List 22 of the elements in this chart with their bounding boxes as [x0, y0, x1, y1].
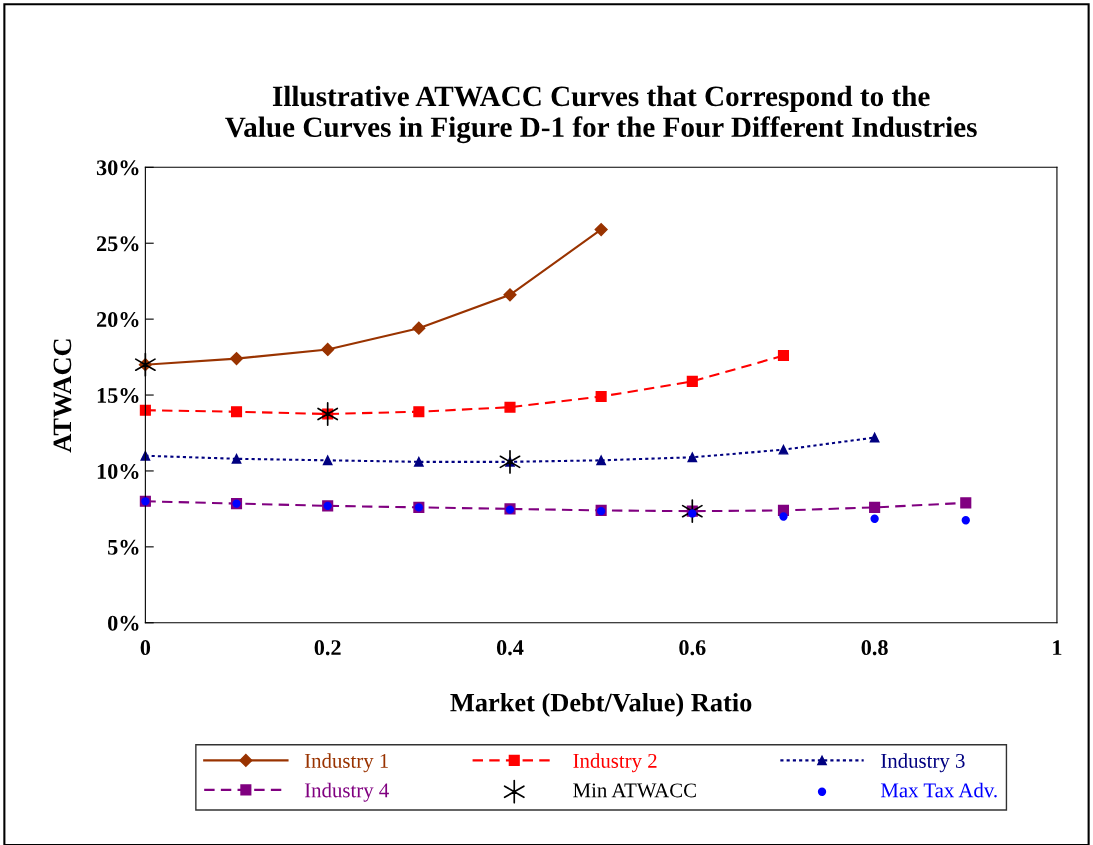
legend-label: Industry 4 [304, 782, 389, 802]
text: Max Tax Adv. [880, 782, 997, 798]
legend-label: Industry 1 [304, 753, 388, 773]
y-axis-title: ATWACC [53, 339, 72, 453]
y-tick-label: 10% [97, 463, 139, 479]
y-tick-label: 15% [97, 387, 139, 404]
legend-label: Industry 3 [881, 753, 965, 773]
y-tick-label: 30% [96, 160, 139, 176]
legend-label: Min ATWACC [573, 783, 696, 798]
x-tick-label: 0.4 [496, 640, 524, 656]
y-tick-label: 5% [108, 539, 139, 555]
chart-title: Illustrative ATWACC Curves that Correspond to the Value Curves in Figure D-1 for the Four Different Industries [225, 85, 977, 144]
legend-label: Industry 2 [573, 753, 657, 773]
y-tick-label: 25% [97, 236, 139, 252]
x-tick-label: 0.2 [314, 640, 341, 656]
x-tick-label: 0.8 [861, 640, 888, 656]
x-tick-label: 1 [1053, 640, 1062, 655]
x-tick-label: 0 [140, 640, 151, 656]
y-tick-label: 20% [97, 312, 139, 328]
x-axis-title: Market (Debt/Value) Ratio [450, 692, 752, 717]
y-tick-label: 0% [108, 615, 139, 631]
x-tick-label: 0.6 [679, 640, 706, 656]
